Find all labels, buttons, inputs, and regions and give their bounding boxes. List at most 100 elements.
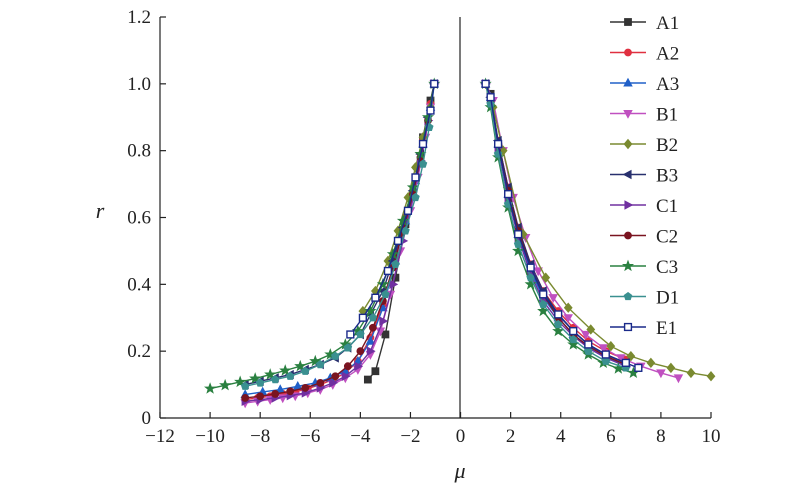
data-point [563, 302, 573, 313]
data-point [686, 367, 696, 379]
data-point [623, 291, 633, 301]
data-point [426, 106, 435, 115]
data-point [512, 244, 525, 257]
data-point [601, 350, 610, 359]
x-tick-label: 6 [606, 426, 616, 447]
data-point [623, 109, 633, 119]
legend-label: A1 [656, 13, 679, 34]
legend-label: C2 [656, 227, 678, 248]
data-point [341, 371, 351, 381]
data-point [586, 324, 596, 335]
data-point [494, 139, 503, 149]
legend-label: B3 [656, 166, 678, 187]
legend-label: B1 [656, 105, 678, 126]
data-point [524, 277, 537, 290]
series-c2 [241, 79, 630, 402]
data-point [598, 344, 609, 354]
data-point [418, 139, 428, 149]
legend-label: B2 [656, 135, 678, 156]
data-point [364, 304, 377, 317]
data-point [411, 192, 420, 202]
data-point [624, 231, 632, 240]
y-tick-label: 1.2 [127, 7, 151, 28]
data-point [552, 324, 565, 337]
legend-item-c3: C3 [610, 257, 678, 278]
data-point [624, 18, 632, 26]
data-point [366, 346, 376, 356]
data-point [240, 381, 250, 390]
legend-item-a2: A2 [610, 44, 679, 65]
data-point [646, 357, 656, 369]
data-point [621, 259, 635, 272]
x-tick-label: −2 [400, 426, 420, 447]
ticks: −12 −10 −8 −6 −4 −2 0 2 4 6 8 10 0 0.2 0.4 0.6 0.8 1.0 1.2 [127, 7, 720, 447]
series-c1 [241, 79, 632, 407]
x-tick-label: −10 [195, 426, 225, 447]
data-point [376, 277, 389, 290]
legend-label: A2 [656, 44, 679, 65]
series-a2 [241, 79, 630, 404]
data-point [396, 214, 410, 227]
data-point [481, 79, 490, 88]
x-tick-label: −8 [250, 426, 270, 447]
data-point [616, 354, 626, 364]
legend-item-b2: B2 [610, 135, 678, 156]
data-point [418, 159, 428, 168]
data-point [563, 314, 573, 324]
data-point [331, 351, 340, 360]
x-tick-label: −12 [145, 426, 175, 447]
x-tick-label: 4 [556, 426, 566, 447]
legend-label: C1 [656, 196, 678, 217]
data-point [606, 340, 616, 352]
x-tick-label: 8 [656, 426, 666, 447]
data-point [219, 378, 232, 391]
data-point [331, 372, 340, 381]
data-point [329, 378, 339, 388]
data-point [255, 378, 265, 387]
legend-item-e1: E1 [610, 318, 677, 339]
x-tick-label: −4 [350, 426, 371, 447]
data-point [581, 330, 591, 340]
data-point [286, 387, 295, 396]
data-point [354, 361, 364, 371]
data-point [271, 390, 280, 398]
series-d1 [240, 79, 631, 390]
series-line-left [349, 83, 435, 335]
data-point [430, 79, 439, 88]
legend-item-c2: C2 [610, 227, 678, 248]
legend-label: A3 [656, 74, 679, 95]
x-tick-label: 2 [506, 426, 516, 447]
y-tick-label: 0.4 [127, 274, 151, 295]
data-point [624, 200, 634, 210]
data-point [486, 93, 495, 102]
series-line-left [245, 83, 435, 387]
x-tick-label: 10 [702, 426, 721, 447]
y-axis-title: r [96, 198, 105, 223]
data-point [623, 77, 633, 87]
data-point [553, 319, 563, 329]
data-point [300, 366, 310, 375]
data-point [285, 371, 295, 380]
legend-item-d1: D1 [610, 288, 679, 309]
y-tick-label: 0.6 [127, 208, 151, 229]
data-point [539, 290, 548, 299]
data-point [393, 236, 403, 245]
data-point [256, 392, 265, 401]
legend-item-c1: C1 [610, 196, 678, 217]
data-point [622, 169, 632, 180]
data-point [346, 330, 355, 339]
data-point [568, 334, 578, 344]
data-point [621, 358, 630, 367]
legend: A1 A2 A3 B1 B2 B3 C1 C2 C3 D1 E1 [610, 13, 679, 339]
y-tick-label: 0.8 [127, 141, 151, 162]
data-point [411, 173, 420, 182]
data-point [533, 267, 543, 277]
series-e1 [346, 79, 643, 372]
series-c3 [204, 77, 640, 394]
data-point [569, 327, 578, 336]
data-point [356, 347, 365, 356]
data-point [343, 343, 353, 352]
data-point [381, 289, 390, 299]
series-layer [204, 77, 716, 409]
